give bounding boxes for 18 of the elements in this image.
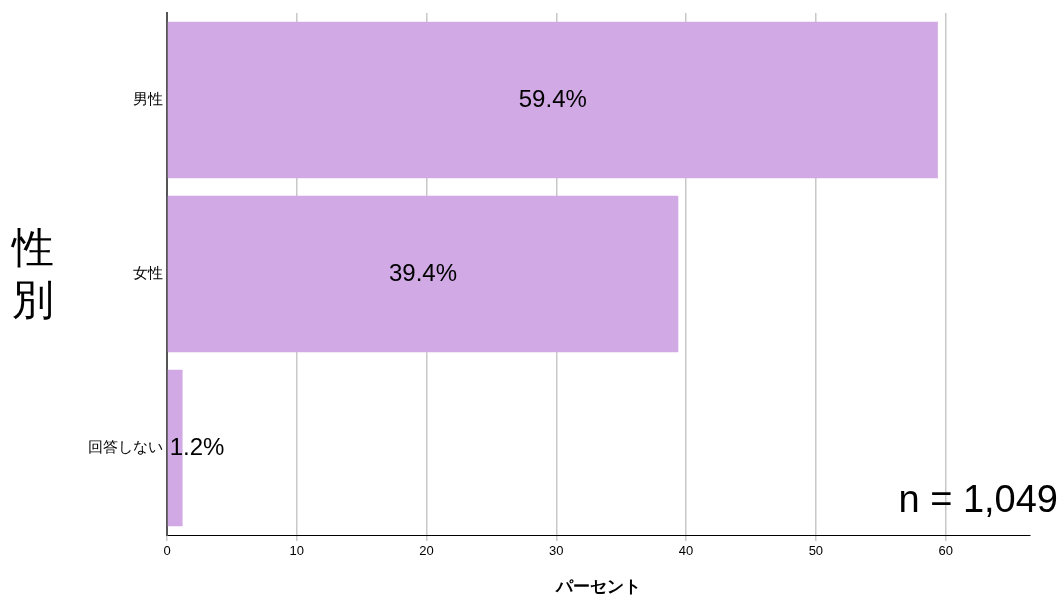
y-tick-label: 女性 [133,264,163,282]
x-tick-label: 30 [549,543,564,559]
annotation: n = 1,049 [898,478,1058,521]
x-tick-label: 0 [163,543,171,559]
x-tick-label: 10 [289,543,305,559]
x-tick-label: 50 [808,543,824,559]
data-label: 59.4% [518,84,587,112]
x-tick-label: 40 [678,543,694,559]
y-tick-label: 男性 [133,90,163,108]
y-tick-label: 回答しない [88,438,163,456]
x-tick-label: 20 [419,543,434,559]
x-axis-title: パーセント [555,577,641,597]
data-label: 39.4% [389,258,458,286]
bar [167,195,679,353]
data-label: 1.2% [169,432,225,460]
bar [167,21,938,179]
x-tick-label: 60 [938,543,953,559]
y-axis-title: 性別 [12,222,55,326]
